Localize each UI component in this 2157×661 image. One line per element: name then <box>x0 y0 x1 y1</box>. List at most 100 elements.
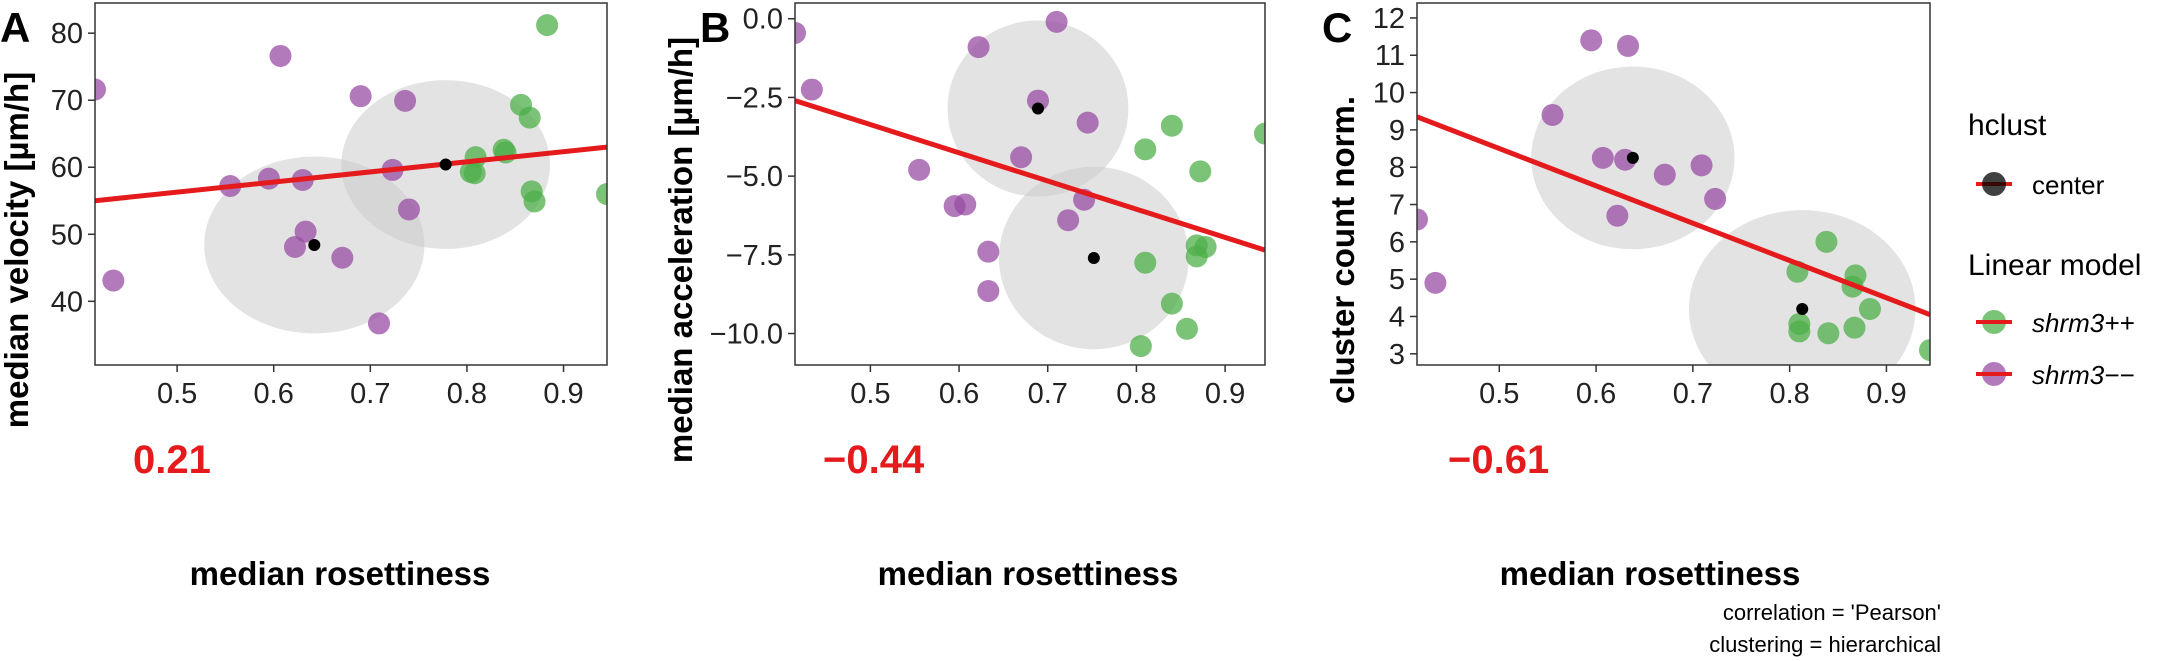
x-tick-label-b-3: 0.7 <box>1028 378 1068 410</box>
plot-content-a <box>95 14 607 335</box>
point-c-mm-2 <box>1617 34 1640 57</box>
legend-key-shrm3-pp <box>1976 310 2012 334</box>
point-c-mm-7 <box>1653 163 1676 186</box>
point-b-pp-11 <box>1129 335 1152 358</box>
fit-line-a <box>95 144 607 204</box>
plot-content-b <box>795 10 1265 358</box>
point-b-mm-13 <box>977 240 1000 263</box>
point-b-pp-1 <box>1254 122 1265 145</box>
x-tick-label-b-4: 0.8 <box>1116 378 1156 410</box>
point-b-mm-12 <box>1057 209 1080 232</box>
y-tick-label-a-3: 60 <box>51 152 83 184</box>
panel-letter-c: C <box>1322 4 1352 51</box>
point-b-mm-1 <box>795 21 806 44</box>
y-tick-label-c-5: 7 <box>1389 190 1405 222</box>
x-tick-label-c-3: 0.7 <box>1673 378 1713 410</box>
point-a-mm-4 <box>394 89 417 112</box>
legend-label-center: center <box>2032 170 2105 200</box>
point-b-pp-2 <box>1160 114 1183 137</box>
point-a-mm-12 <box>331 246 354 269</box>
panel-b: B 0.5 0.6 0.7 0.8 0.9 0.0 −2.5 −5.0 −7.5 −10.0 me… <box>662 2 1266 592</box>
plot-frame-b <box>794 2 1266 366</box>
legend-key-center <box>1976 172 2012 196</box>
point-c-mm-8 <box>1704 187 1727 210</box>
panel-letter-a: A <box>0 4 30 51</box>
y-tick-label-b-5: −10.0 <box>710 319 783 351</box>
point-c-mm-10 <box>1417 208 1428 231</box>
point-c-pp-10 <box>1919 339 1930 362</box>
legend-label-shrm3-mm: shrm3−− <box>2032 360 2135 390</box>
correlation-label-b: −0.44 <box>823 438 925 482</box>
cluster-center-c-1 <box>1626 151 1639 164</box>
y-tick-label-c-9: 11 <box>1375 40 1405 72</box>
y-tick-label-c-10: 12 <box>1373 3 1405 35</box>
plot-area-b: 0.5 0.6 0.7 0.8 0.9 0.0 −2.5 −5.0 −7.5 −10.0 <box>710 2 1266 410</box>
panel-letter-b: B <box>700 4 730 51</box>
correlation-label-a: 0.21 <box>133 438 211 482</box>
cluster-center-b-2 <box>1087 251 1100 264</box>
point-c-pp-1 <box>1815 230 1838 253</box>
point-c-pp-8 <box>1817 322 1840 345</box>
cluster-center-c-2 <box>1796 303 1809 316</box>
point-c-pp-9 <box>1843 316 1866 339</box>
y-tick-label-b-4: −7.5 <box>726 240 783 272</box>
point-a-mm-10 <box>294 220 317 243</box>
point-b-mm-3 <box>967 36 990 59</box>
y-tick-label-c-4: 6 <box>1389 227 1405 259</box>
point-b-mm-14 <box>977 280 1000 303</box>
point-b-mm-2 <box>1045 10 1068 33</box>
legend-title-model: Linear model <box>1968 249 2141 282</box>
y-axis-title-b: median acceleration [µm/h] <box>662 37 699 463</box>
caption-clustering: clustering = hierarchical <box>1709 632 1941 657</box>
y-tick-label-a-2: 50 <box>51 219 83 251</box>
point-b-pp-9 <box>1160 292 1183 315</box>
x-tick-label-c-2: 0.6 <box>1576 378 1616 410</box>
y-tick-label-a-1: 40 <box>51 286 83 318</box>
point-b-pp-3 <box>1134 138 1157 161</box>
panel-c: C 0.5 0.6 0.7 0.8 0.9 3 4 5 6 7 8 9 10 11 12 median ro… <box>1322 2 1931 592</box>
x-tick-label-a-3: 0.7 <box>350 378 390 410</box>
panel-a: A 0.5 0.6 0.7 0.8 0.9 40 50 60 70 80 median roset… <box>0 2 608 592</box>
legend-title-hclust: hclust <box>1968 109 2047 142</box>
y-tick-label-b-1: 0.0 <box>743 4 783 36</box>
cluster-center-b-1 <box>1031 102 1044 115</box>
point-a-mm-2 <box>269 44 292 67</box>
point-c-mm-4 <box>1591 146 1614 169</box>
plot-frame-a <box>94 2 608 366</box>
y-tick-label-c-6: 8 <box>1389 152 1405 184</box>
legend: hclust center Linear model shrm3++ shrm3… <box>1968 109 2141 390</box>
point-a-pp-8 <box>463 162 486 185</box>
point-a-pp-11 <box>596 183 607 206</box>
point-b-pp-10 <box>1175 317 1198 340</box>
point-a-mm-9 <box>397 198 420 221</box>
cluster-center-a-1 <box>308 239 321 252</box>
x-tick-label-c-5: 0.9 <box>1866 378 1906 410</box>
point-c-mm-11 <box>1424 271 1447 294</box>
point-c-mm-1 <box>1580 29 1603 52</box>
point-a-pp-3 <box>518 106 541 129</box>
plot-area-c: 0.5 0.6 0.7 0.8 0.9 3 4 5 6 7 8 9 10 11 12 <box>1373 2 1931 410</box>
y-tick-label-b-3: −5.0 <box>726 161 783 193</box>
point-a-mm-1 <box>95 78 106 101</box>
point-b-pp-7 <box>1185 245 1208 268</box>
x-tick-label-b-2: 0.6 <box>939 378 979 410</box>
y-tick-label-a-4: 70 <box>51 85 83 117</box>
x-tick-label-b-1: 0.5 <box>850 378 890 410</box>
x-axis-title-b: median rosettiness <box>878 555 1179 592</box>
plot-area-a: 0.5 0.6 0.7 0.8 0.9 40 50 60 70 80 <box>51 2 608 410</box>
y-tick-label-b-2: −2.5 <box>726 82 783 114</box>
point-b-mm-4 <box>800 78 823 101</box>
x-tick-label-c-4: 0.8 <box>1769 378 1809 410</box>
point-c-mm-3 <box>1541 103 1564 126</box>
point-a-mm-13 <box>102 269 125 292</box>
x-tick-label-a-2: 0.6 <box>254 378 294 410</box>
point-b-pp-8 <box>1134 251 1157 274</box>
y-tick-label-c-3: 5 <box>1389 264 1405 296</box>
point-b-mm-8 <box>908 158 931 181</box>
caption-correlation: correlation = 'Pearson' <box>1723 600 1941 625</box>
x-tick-label-b-5: 0.9 <box>1205 378 1245 410</box>
point-b-mm-6 <box>1076 111 1099 134</box>
point-c-mm-6 <box>1690 154 1713 177</box>
fit-line-c <box>1417 114 1930 317</box>
